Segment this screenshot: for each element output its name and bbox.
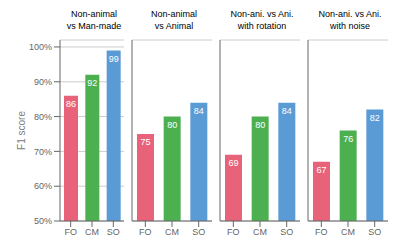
svg-text:82: 82 (370, 113, 380, 123)
svg-text:SO: SO (368, 227, 381, 237)
svg-text:50%: 50% (34, 216, 52, 226)
svg-text:FO: FO (227, 227, 240, 237)
svg-text:CM: CM (85, 227, 99, 237)
svg-text:86: 86 (66, 99, 76, 109)
svg-text:84: 84 (194, 106, 204, 116)
svg-text:F1 score: F1 score (16, 111, 27, 150)
svg-text:80%: 80% (34, 112, 52, 122)
html-text:Non-ani. vs Ani. with noise: Non-ani. vs Ani. with noise (318, 9, 382, 31)
svg-text:80: 80 (255, 120, 265, 130)
svg-text:70%: 70% (34, 147, 52, 157)
svg-text:99: 99 (109, 54, 119, 64)
html-text:Non-animal vs Animal: Non-animal vs Animal (151, 9, 197, 31)
svg-text:92: 92 (87, 78, 97, 88)
svg-text:69: 69 (228, 158, 238, 168)
svg-text:76: 76 (343, 134, 353, 144)
svg-text:SO: SO (107, 227, 120, 237)
svg-text:80: 80 (167, 120, 177, 130)
svg-text:FO: FO (139, 227, 152, 237)
svg-text:75: 75 (140, 137, 150, 147)
svg-text:CM: CM (165, 227, 179, 237)
svg-text:CM: CM (253, 227, 267, 237)
svg-text:60%: 60% (34, 181, 52, 191)
svg-text:84: 84 (282, 106, 292, 116)
svg-text:100%: 100% (29, 42, 52, 52)
html-text:Non-ani. vs Ani. with rotation: Non-ani. vs Ani. with rotation (230, 9, 294, 31)
svg-text:FO: FO (315, 227, 328, 237)
svg-text:CM: CM (341, 227, 355, 237)
svg-text:FO: FO (64, 227, 77, 237)
svg-text:67: 67 (316, 165, 326, 175)
svg-text:90%: 90% (34, 77, 52, 87)
svg-text:SO: SO (280, 227, 293, 237)
html-text:Non-animal vs Man-made: Non-animal vs Man-made (66, 9, 122, 31)
svg-text:SO: SO (192, 227, 205, 237)
